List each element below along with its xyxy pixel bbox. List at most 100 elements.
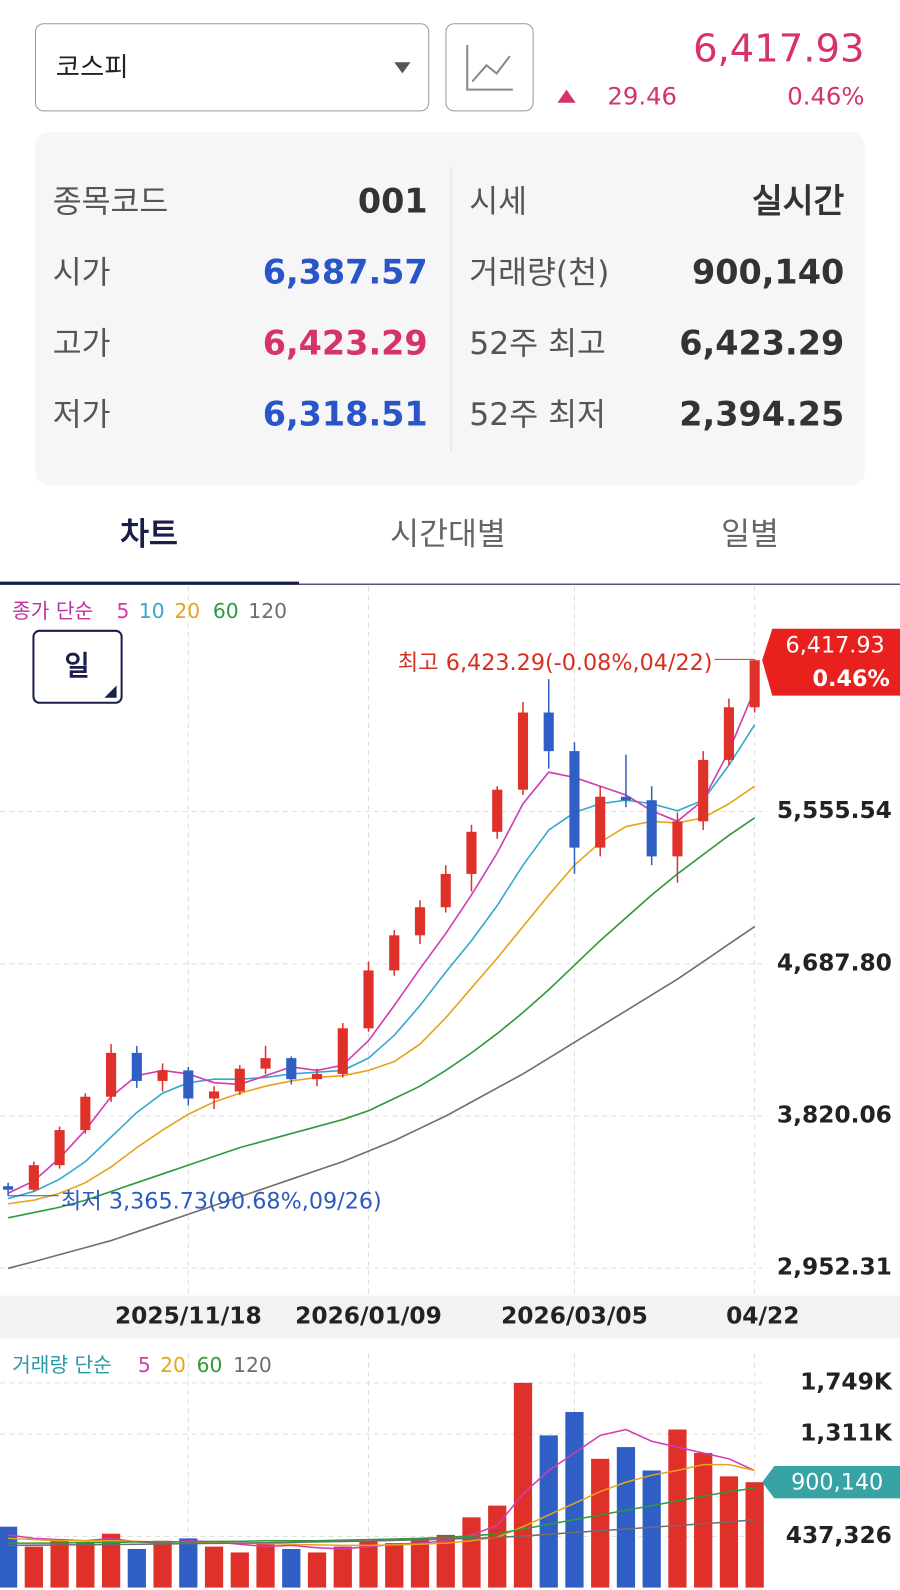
volume-bar [668,1429,687,1588]
info-value: 6,318.51 [263,394,428,433]
volume-bar [591,1458,610,1588]
low-annotation: 최저 3,365.73(90.68%,09/26) [61,1188,382,1214]
candle-body [183,1070,194,1099]
volume-bar [333,1546,352,1588]
volume-bar [642,1470,661,1588]
candle-body [234,1068,245,1092]
volume-bar [101,1533,121,1588]
candle-body [286,1058,297,1080]
candle-body [157,1070,168,1081]
candle-body [543,712,554,752]
info-label: 종목코드 [53,184,169,220]
x-tick-label: 2026/01/09 [295,1302,442,1329]
volume-bar [694,1452,713,1588]
last-price-label: 6,417.93 [786,633,885,659]
x-tick-label: 04/22 [726,1302,799,1329]
candle-body [54,1130,65,1166]
info-value: 6,423.29 [679,324,844,363]
info-label: 시세 [469,184,527,220]
legend-entry: 60 [213,599,239,623]
candle-body [698,759,709,822]
candle-body [672,821,683,857]
volume-bar [745,1482,764,1588]
candle-body [260,1058,271,1069]
candle-body [389,935,400,971]
info-label: 52주 최저 [469,397,606,433]
candle-body [723,707,734,760]
ma-line [7,925,756,1270]
candle-body [106,1052,117,1097]
volume-bar [50,1540,69,1588]
change-rate: 0.46% [787,82,864,111]
candle-body [749,660,760,708]
volume-bar [307,1552,327,1588]
legend-title: 종가 단순 [12,599,93,623]
legend-entry: 10 [139,599,165,623]
volume-bar [0,1526,18,1588]
info-label: 저가 [53,397,111,433]
x-tick-label: 2026/03/05 [501,1302,648,1329]
ma-line [7,785,756,1205]
chart-icon-axes [466,44,513,91]
y-tick-label: 2,952.31 [777,1254,892,1281]
y-tick-label: 4,687.80 [777,949,892,976]
volume-bar [488,1505,507,1588]
candle-body [3,1186,14,1190]
volume-bar [539,1435,558,1588]
y-tick-label: 1,749K [800,1368,893,1395]
y-tick-label: 437,326 [786,1522,892,1549]
info-label: 고가 [53,326,111,362]
legend-entry: 5 [138,1353,151,1377]
legend-title: 거래량 단순 [12,1353,112,1377]
info-value: 900,140 [692,253,844,292]
tab[interactable]: 일별 [721,517,779,553]
volume-bar [436,1534,455,1588]
period-button[interactable] [32,629,123,704]
volume-bar [462,1517,481,1588]
volume-bar [230,1552,249,1588]
volume-ma-line [8,1487,755,1544]
candle-body [80,1096,91,1131]
price-change: 29.46 [607,82,677,111]
tab[interactable]: 차트 [120,517,178,553]
index-select[interactable] [34,23,430,112]
candle-body [414,907,426,936]
candle-body [466,831,477,874]
candle-body [363,970,374,1029]
date-axis-strip [0,1295,900,1339]
last-price-tag [762,628,900,696]
ma-line [7,724,756,1200]
candle-body [646,800,657,857]
info-label: 시가 [53,255,111,291]
volume-bar [76,1543,95,1588]
candle-body [595,796,606,848]
ma-line [7,817,756,1219]
last-volume-tag [762,1465,900,1499]
info-panel [35,132,865,485]
chart-icon-line [471,55,511,83]
volume-bar [179,1538,198,1588]
info-value: 6,423.29 [263,324,428,363]
tab[interactable]: 시간대별 [390,517,506,553]
legend-entry: 120 [233,1353,272,1377]
current-price: 6,417.93 [693,27,864,72]
info-label: 거래량(천) [469,255,609,291]
volume-bar [256,1543,275,1588]
legend-entry: 5 [117,599,130,623]
candle-body [311,1073,323,1080]
y-tick-label: 3,820.06 [777,1102,892,1129]
high-annotation: 최고 6,423.29(-0.08%,04/22) [398,650,713,676]
volume-bar [410,1538,430,1588]
up-arrow [557,89,576,103]
y-tick-label: 5,555.54 [777,797,892,824]
info-label: 52주 최고 [469,326,606,362]
x-tick-label: 2025/11/18 [115,1302,262,1329]
candle-body [569,751,580,848]
info-value: 001 [358,182,428,221]
candle-body [28,1165,39,1190]
index-name: 코스피 [56,53,129,83]
volume-ma-line [8,1463,755,1547]
info-value: 6,387.57 [263,253,428,292]
